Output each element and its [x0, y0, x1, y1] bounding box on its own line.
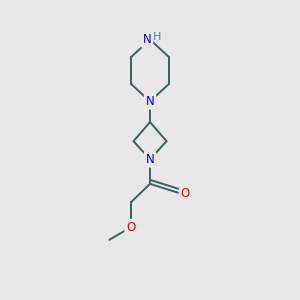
Text: H: H	[153, 32, 161, 42]
Text: N: N	[146, 153, 154, 166]
Text: O: O	[181, 187, 190, 200]
Text: O: O	[126, 220, 136, 234]
Text: N: N	[143, 33, 152, 46]
Text: N: N	[146, 95, 154, 108]
